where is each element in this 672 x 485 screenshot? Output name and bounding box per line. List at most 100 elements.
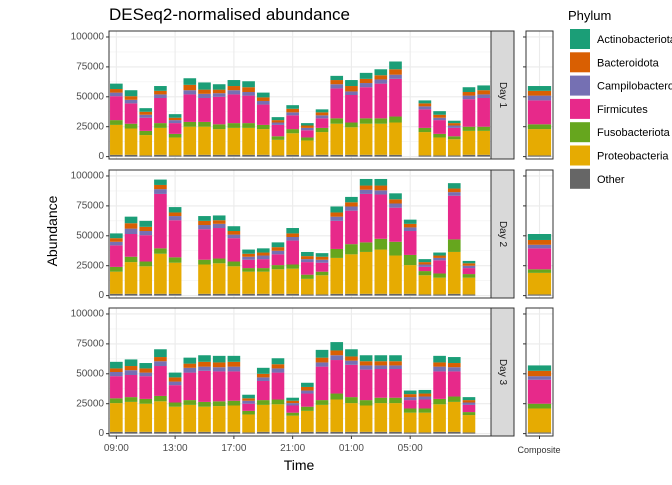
composite-segment (527, 234, 552, 240)
bar-segment (198, 431, 211, 434)
bar-segment (447, 371, 461, 397)
bar-segment (359, 405, 373, 432)
bar-segment (242, 271, 255, 294)
stacked-bar (271, 242, 285, 296)
bar-segment (389, 365, 402, 370)
bar-segment (359, 178, 373, 186)
legend-label: Fusobacteriota (597, 127, 671, 139)
legend: Actinobacteriota Bacteroidota Campilobacte… (570, 29, 672, 189)
bar-segment (359, 154, 373, 157)
stacked-bar (183, 357, 197, 434)
bar-segment (345, 86, 358, 92)
bar-segment (315, 404, 329, 432)
bar-segment (345, 244, 358, 255)
bar-segment (330, 206, 344, 213)
bar-segment (301, 386, 314, 391)
stacked-bar (345, 196, 358, 296)
bar-segment (315, 362, 329, 367)
bar-segment (198, 126, 211, 155)
stacked-bar (256, 367, 270, 434)
bar-segment (462, 277, 476, 295)
bar-segment (124, 223, 138, 229)
bar-segment (462, 274, 476, 278)
y-tick-label: 0 (98, 151, 104, 162)
bar-segment (198, 93, 211, 98)
bar-segment (462, 265, 476, 269)
bar-segment (242, 268, 255, 272)
bar-segment (286, 154, 299, 157)
bar-segment (212, 129, 226, 155)
bar-segment (345, 154, 358, 157)
y-tick-label: 75000 (76, 62, 104, 73)
bar-segment (462, 87, 476, 93)
bar-segment (139, 363, 153, 369)
stacked-bar (418, 259, 432, 296)
bar-segment (389, 69, 402, 75)
bar-segment (212, 228, 226, 259)
bar-segment (359, 118, 373, 124)
bar-segment (124, 293, 138, 296)
bar-segment (124, 359, 138, 367)
composite-bar (527, 234, 552, 296)
bar-segment (227, 231, 241, 235)
stacked-bar (227, 80, 241, 157)
bar-segment (389, 193, 402, 200)
bar-segment (242, 410, 255, 415)
bar-segment (212, 220, 226, 224)
bar-segment (433, 155, 446, 157)
bar-segment (447, 123, 461, 126)
bar-segment (139, 117, 153, 131)
facet-strip-label: Day 1 (497, 82, 508, 109)
bar-segment (256, 252, 270, 256)
bar-segment (389, 397, 402, 404)
bar-segment (286, 412, 299, 416)
legend-swatch (570, 52, 590, 73)
bar-segment (286, 400, 299, 404)
bar-segment (433, 114, 446, 118)
bar-segment (301, 123, 314, 126)
bar-segment (124, 128, 138, 155)
bar-segment (227, 266, 241, 294)
y-tick-label: 100000 (71, 171, 105, 182)
bar-segment (198, 293, 211, 296)
bar-segment (139, 235, 153, 262)
bar-segment (183, 357, 197, 364)
bar-segment (345, 364, 358, 398)
bar-segment (433, 398, 446, 405)
bar-segment (168, 117, 182, 121)
stacked-bar (286, 105, 299, 157)
bar-segment (418, 393, 432, 397)
bar-segment (271, 122, 285, 125)
bar-segment (418, 412, 432, 433)
bar-segment (301, 259, 314, 263)
bar-segment (418, 262, 432, 265)
bar-segment (271, 136, 285, 140)
bar-segment (447, 127, 461, 137)
bar-segment (374, 361, 388, 366)
bar-segment (212, 367, 226, 372)
composite-segment (527, 239, 552, 245)
bar-segment (374, 293, 388, 296)
bar-segment (389, 203, 402, 208)
bar-segment (301, 130, 314, 138)
bar-segment (330, 80, 344, 85)
bar-segment (286, 133, 299, 155)
bar-segment (242, 127, 255, 155)
bar-segment (301, 278, 314, 295)
bar-segment (183, 78, 197, 85)
bar-segment (198, 225, 211, 230)
bar-segment (477, 85, 490, 91)
bar-segment (168, 212, 182, 217)
bar-segment (139, 220, 153, 227)
bar-segment (110, 376, 123, 399)
bar-segment (345, 95, 358, 123)
bar-segment (301, 155, 314, 157)
bar-segment (418, 271, 432, 276)
bar-segment (271, 431, 285, 434)
bar-segment (447, 396, 461, 402)
bar-segment (286, 268, 299, 294)
bar-segment (403, 293, 417, 296)
bar-segment (212, 223, 226, 229)
bar-segment (462, 263, 476, 266)
bar-segment (374, 69, 388, 76)
